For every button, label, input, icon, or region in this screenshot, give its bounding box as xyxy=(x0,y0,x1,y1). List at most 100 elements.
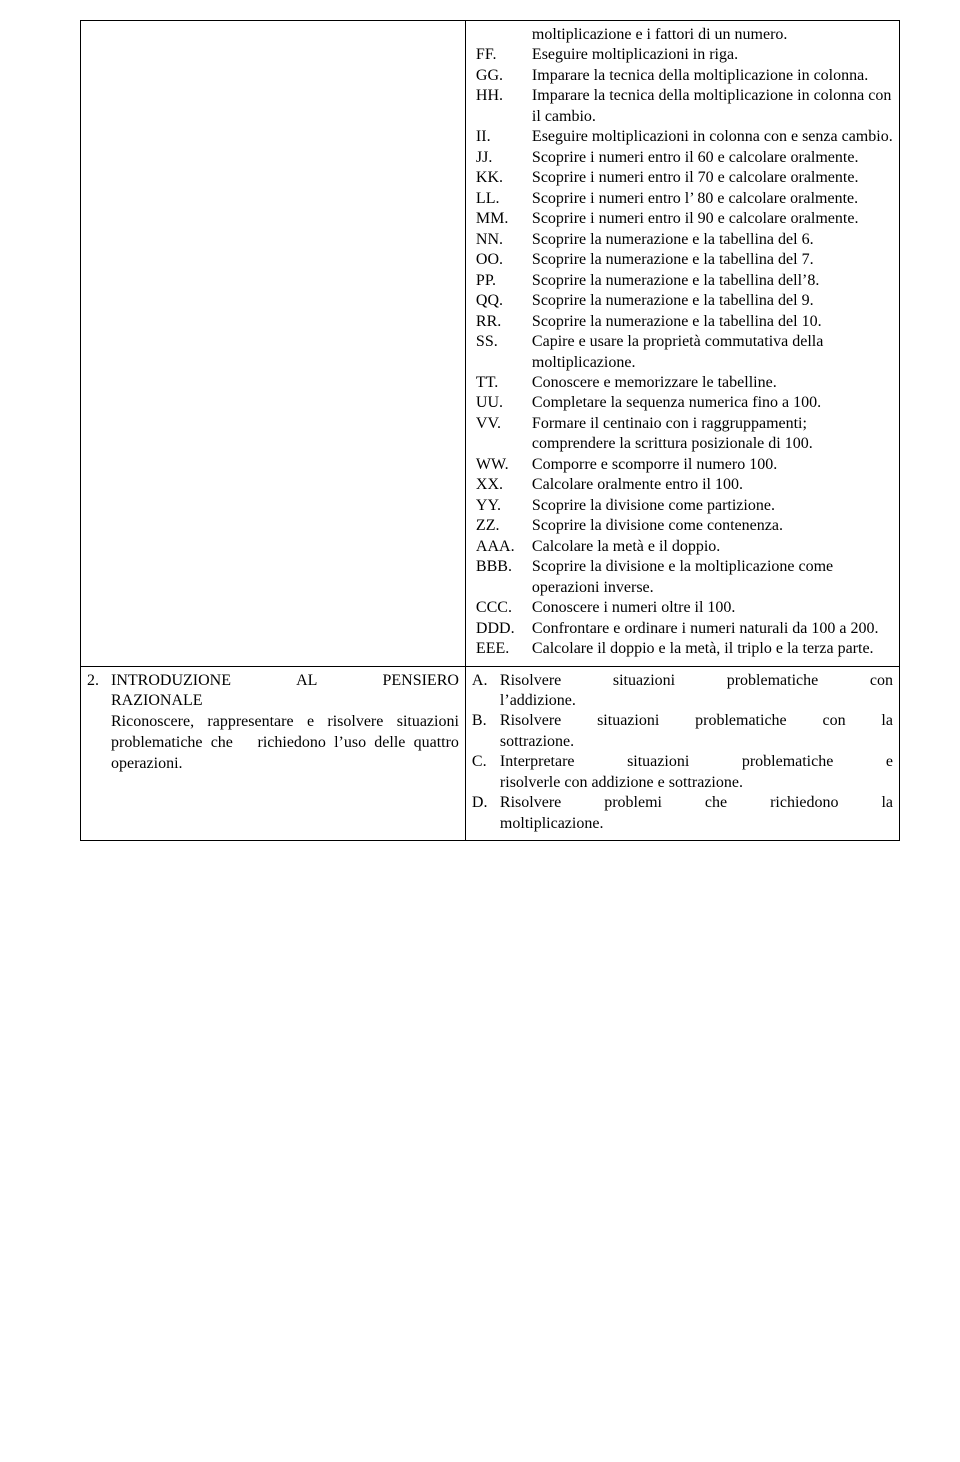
list-marker: WW. xyxy=(472,455,532,475)
row1-left-cell xyxy=(81,21,466,667)
list-item-text: Completare la sequenza numerica fino a 1… xyxy=(532,393,893,413)
list-marker: HH. xyxy=(472,86,532,106)
list-marker: AAA. xyxy=(472,537,532,557)
list-item-text: Confrontare e ordinare i numeri naturali… xyxy=(532,619,893,639)
list-item: A.Risolveresituazioniproblematicheconl’a… xyxy=(472,671,893,712)
list-item: VV.Formare il centinaio con i raggruppam… xyxy=(472,414,893,455)
list-item-text: Imparare la tecnica della moltiplicazion… xyxy=(532,66,893,86)
section-body: INTRODUZIONEALPENSIERORAZIONALERiconosce… xyxy=(111,671,459,775)
list-item-text: Eseguire moltiplicazioni in colonna con … xyxy=(532,127,893,147)
list-item: WW.Comporre e scomporre il numero 100. xyxy=(472,455,893,475)
list-marker: TT. xyxy=(472,373,532,393)
list-item-text: Scoprire la numerazione e la tabellina d… xyxy=(532,312,893,332)
list-item-text: Calcolare oralmente entro il 100. xyxy=(532,475,893,495)
word: Risolvere xyxy=(500,671,561,691)
word: Interpretare xyxy=(500,752,575,772)
list-item: moltiplicazione e i fattori di un numero… xyxy=(472,25,893,45)
list-item: YY.Scoprire la divisione come partizione… xyxy=(472,496,893,516)
title-word: PENSIERO xyxy=(382,671,458,692)
list-marker: II. xyxy=(472,127,532,147)
list-marker: QQ. xyxy=(472,291,532,311)
list-item: NN.Scoprire la numerazione e la tabellin… xyxy=(472,230,893,250)
list-item-text: Scoprire i numeri entro il 60 e calcolar… xyxy=(532,148,893,168)
list-item-text: Scoprire la numerazione e la tabellina d… xyxy=(532,230,893,250)
word: problematiche xyxy=(742,752,834,772)
list-marker: EEE. xyxy=(472,639,532,659)
justified-line: Risolvereproblemicherichiedonola xyxy=(500,793,893,813)
row2-right-cell: A.Risolveresituazioniproblematicheconl’a… xyxy=(465,666,899,841)
list-marker: JJ. xyxy=(472,148,532,168)
list-marker: B. xyxy=(472,711,500,731)
list-marker: VV. xyxy=(472,414,532,434)
list-item: DDD.Confrontare e ordinare i numeri natu… xyxy=(472,619,893,639)
word: richiedono xyxy=(770,793,838,813)
list-item-text: Scoprire la numerazione e la tabellina d… xyxy=(532,291,893,311)
list-marker: DDD. xyxy=(472,619,532,639)
word: Risolvere xyxy=(500,711,561,731)
list-item: II.Eseguire moltiplicazioni in colonna c… xyxy=(472,127,893,147)
section-title-line2: RAZIONALE xyxy=(111,691,459,712)
justified-line: risolverle con addizione e sottrazione. xyxy=(500,773,893,793)
list-item-text: Scoprire la numerazione e la tabellina d… xyxy=(532,250,893,270)
list-item-text: Scoprire la numerazione e la tabellina d… xyxy=(532,271,893,291)
word: problematiche xyxy=(727,671,819,691)
list-item: BBB.Scoprire la divisione e la moltiplic… xyxy=(472,557,893,598)
list-item-text: Comporre e scomporre il numero 100. xyxy=(532,455,893,475)
list-item-text: Formare il centinaio con i raggruppament… xyxy=(532,414,893,455)
list-item-text: Risolveresituazioniproblematicheconl’add… xyxy=(500,671,893,712)
section-description: Riconoscere, rappresentare e risolvere s… xyxy=(111,712,459,774)
tail-line: l’addizione. xyxy=(500,691,893,711)
list-marker: KK. xyxy=(472,168,532,188)
list-item: MM.Scoprire i numeri entro il 90 e calco… xyxy=(472,209,893,229)
section-number: 2. xyxy=(87,671,111,692)
list-marker: BBB. xyxy=(472,557,532,577)
section-heading: 2.INTRODUZIONEALPENSIERORAZIONALERiconos… xyxy=(87,671,459,775)
word: situazioni xyxy=(597,711,659,731)
list-marker: A. xyxy=(472,671,500,691)
list-marker: FF. xyxy=(472,45,532,65)
justified-line: Interpretare situazioni problematiche e xyxy=(500,752,893,772)
list-marker: MM. xyxy=(472,209,532,229)
list-item-text: Scoprire i numeri entro il 90 e calcolar… xyxy=(532,209,893,229)
list-item: TT.Conoscere e memorizzare le tabelline. xyxy=(472,373,893,393)
list-item-text: Imparare la tecnica della moltiplicazion… xyxy=(532,86,893,127)
justified-line: Risolveresituazioniproblematicheconla xyxy=(500,711,893,731)
list-marker: SS. xyxy=(472,332,532,352)
list-marker: CCC. xyxy=(472,598,532,618)
list-item: C.Interpretare situazioni problematiche eri… xyxy=(472,752,893,793)
list-item-text: Eseguire moltiplicazioni in riga. xyxy=(532,45,893,65)
row1-right-cell: moltiplicazione e i fattori di un numero… xyxy=(465,21,899,667)
list-item-text: Conoscere i numeri oltre il 100. xyxy=(532,598,893,618)
list-marker: D. xyxy=(472,793,500,813)
table-row: moltiplicazione e i fattori di un numero… xyxy=(81,21,900,667)
list-marker: LL. xyxy=(472,189,532,209)
list-item-text: Risolvereproblemicherichiedonolamoltipli… xyxy=(500,793,893,834)
list-item-text: Risolveresituazioniproblematicheconlasot… xyxy=(500,711,893,752)
list-item: QQ.Scoprire la numerazione e la tabellin… xyxy=(472,291,893,311)
list-marker: NN. xyxy=(472,230,532,250)
list-marker: ZZ. xyxy=(472,516,532,536)
list-marker: XX. xyxy=(472,475,532,495)
list-item-text: Scoprire i numeri entro l’ 80 e calcolar… xyxy=(532,189,893,209)
section-title-line1: INTRODUZIONEALPENSIERO xyxy=(111,671,459,692)
list-item: FF.Eseguire moltiplicazioni in riga. xyxy=(472,45,893,65)
list-item: RR.Scoprire la numerazione e la tabellin… xyxy=(472,312,893,332)
list-item: ZZ.Scoprire la divisione come contenenza… xyxy=(472,516,893,536)
word: con xyxy=(822,711,845,731)
list-item: UU.Completare la sequenza numerica fino … xyxy=(472,393,893,413)
list-item-text: Conoscere e memorizzare le tabelline. xyxy=(532,373,893,393)
word: situazioni xyxy=(627,752,689,772)
list-item: OO.Scoprire la numerazione e la tabellin… xyxy=(472,250,893,270)
word: con xyxy=(870,671,893,691)
list-marker: PP. xyxy=(472,271,532,291)
curriculum-table: moltiplicazione e i fattori di un numero… xyxy=(80,20,900,841)
list-item-text: Calcolare la metà e il doppio. xyxy=(532,537,893,557)
page: moltiplicazione e i fattori di un numero… xyxy=(0,0,960,881)
word: che xyxy=(705,793,727,813)
list-marker: C. xyxy=(472,752,500,772)
list-item: EEE.Calcolare il doppio e la metà, il tr… xyxy=(472,639,893,659)
word: e xyxy=(886,752,893,772)
word: problemi xyxy=(604,793,662,813)
list-item-text: moltiplicazione e i fattori di un numero… xyxy=(532,25,893,45)
tail-line: moltiplicazione. xyxy=(500,814,893,834)
